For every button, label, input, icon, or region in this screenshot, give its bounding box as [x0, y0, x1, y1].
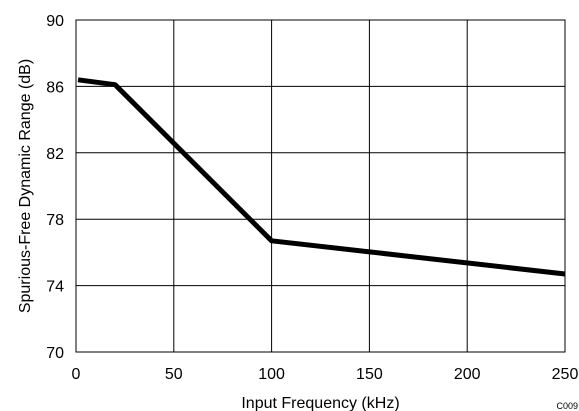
- figure-code-label: C009: [556, 401, 578, 411]
- y-tick-labels: 70 74 78 82 86 90: [46, 13, 64, 362]
- x-tick-label: 150: [356, 366, 383, 383]
- x-tick-label: 200: [454, 366, 481, 383]
- x-tick-label: 100: [258, 366, 285, 383]
- x-axis-title: Input Frequency (kHz): [241, 395, 399, 411]
- y-tick-label: 74: [46, 279, 64, 296]
- series-line-0: [77, 77, 566, 277]
- x-tick-label: 0: [72, 366, 81, 383]
- grid-lines: [76, 20, 565, 352]
- x-tick-label: 50: [165, 366, 183, 383]
- x-tick-labels: 0 50 100 150 200 250: [72, 366, 579, 383]
- y-tick-label: 86: [46, 79, 64, 96]
- y-tick-label: 78: [46, 212, 64, 229]
- y-tick-label: 70: [46, 345, 64, 362]
- y-tick-label: 90: [46, 13, 64, 30]
- plot-frame: [75, 19, 566, 353]
- y-tick-label: 82: [46, 146, 64, 163]
- x-tick-label: 250: [552, 366, 579, 383]
- series-layer: [77, 77, 566, 277]
- y-axis-title: Spurious-Free Dynamic Range (dB): [17, 59, 34, 313]
